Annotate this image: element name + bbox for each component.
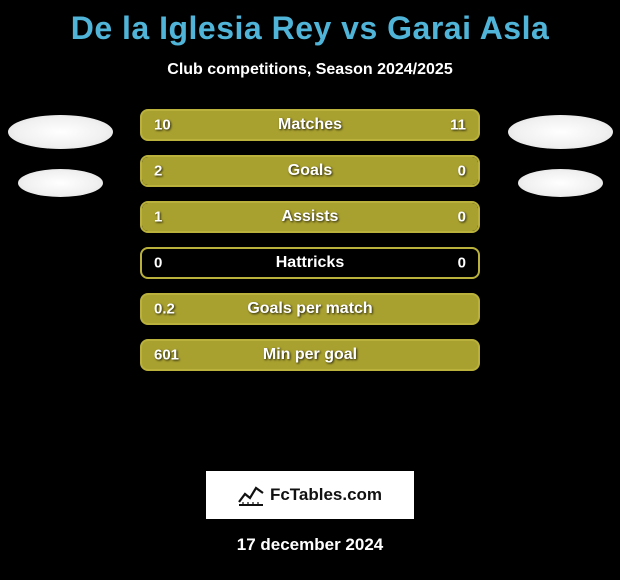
page-title: De la Iglesia Rey vs Garai Asla — [0, 0, 620, 47]
avatar-placeholder — [508, 115, 613, 149]
stat-label: Hattricks — [142, 254, 478, 272]
player-right-avatars — [500, 109, 620, 197]
avatar-placeholder — [8, 115, 113, 149]
stat-bars: 1011Matches 20Goals 10Assists 00Hattricks 0.… — [140, 109, 480, 371]
stat-row: 0.2Goals per match — [140, 293, 480, 325]
club-placeholder — [518, 169, 603, 197]
logo-text: FcTables.com — [270, 485, 382, 505]
stat-label: Min per goal — [142, 346, 478, 364]
stat-row: 20Goals — [140, 155, 480, 187]
logo-mark-icon — [238, 484, 264, 506]
player-left-avatars — [0, 109, 120, 197]
stat-label: Assists — [142, 208, 478, 226]
stat-row: 601Min per goal — [140, 339, 480, 371]
stat-label: Matches — [142, 116, 478, 134]
stat-row: 10Assists — [140, 201, 480, 233]
stat-row: 1011Matches — [140, 109, 480, 141]
stat-row: 00Hattricks — [140, 247, 480, 279]
date-text: 17 december 2024 — [0, 535, 620, 555]
stat-label: Goals — [142, 162, 478, 180]
comparison-arena: 1011Matches 20Goals 10Assists 00Hattricks 0.… — [0, 109, 620, 449]
stat-label: Goals per match — [142, 300, 478, 318]
fctables-logo: FcTables.com — [206, 471, 414, 519]
subtitle: Club competitions, Season 2024/2025 — [0, 61, 620, 79]
club-placeholder — [18, 169, 103, 197]
